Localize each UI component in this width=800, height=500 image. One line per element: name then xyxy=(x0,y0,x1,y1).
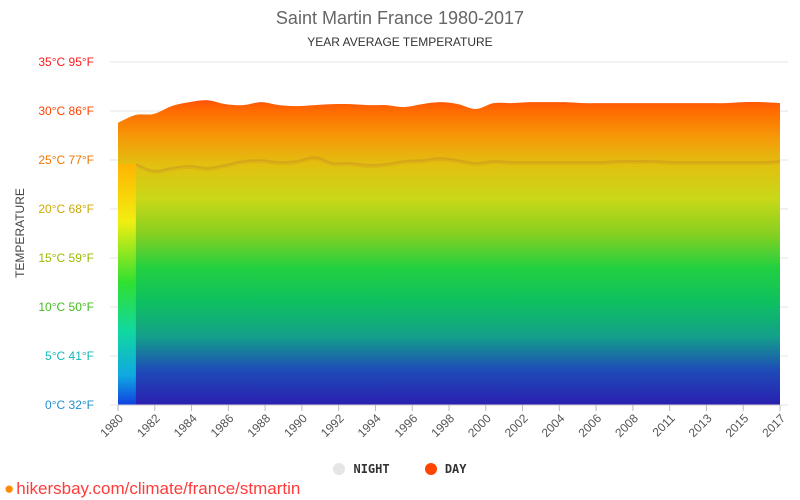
x-tick-label: 1986 xyxy=(208,411,237,440)
y-tick-label: 0°C 32°F xyxy=(45,398,94,412)
y-tick-label: 25°C 77°F xyxy=(38,153,94,167)
x-tick-label: 2004 xyxy=(539,411,568,440)
series-night-band xyxy=(135,157,780,174)
legend: NIGHT DAY xyxy=(0,462,800,478)
x-tick-label: 2015 xyxy=(723,411,752,440)
y-tick-label: 30°C 86°F xyxy=(38,104,94,118)
legend-night-dot xyxy=(333,463,346,475)
series-day-area xyxy=(118,100,780,406)
x-tick-label: 1988 xyxy=(244,411,273,440)
map-pin-icon: ● xyxy=(4,479,15,498)
y-tick-label: 20°C 68°F xyxy=(38,202,94,216)
x-tick-label: 2000 xyxy=(465,411,494,440)
y-tick-label: 5°C 41°F xyxy=(45,349,94,363)
x-tick-label: 1996 xyxy=(392,411,421,440)
legend-item-night[interactable]: NIGHT xyxy=(333,462,390,476)
source-text: hikersbay.com/climate/france/stmartin xyxy=(16,479,301,498)
x-tick-label: 1980 xyxy=(97,411,126,440)
legend-day-dot xyxy=(424,463,437,475)
legend-night-label: NIGHT xyxy=(353,462,390,476)
x-tick-label: 1998 xyxy=(428,411,457,440)
x-tick-label: 2002 xyxy=(502,411,531,440)
series-first-year-bar xyxy=(118,163,136,405)
x-tick-label: 1984 xyxy=(171,411,200,440)
source-link[interactable]: ● hikersbay.com/climate/france/stmartin xyxy=(4,479,300,499)
y-tick-label: 15°C 59°F xyxy=(38,251,94,265)
x-tick-label: 2017 xyxy=(759,411,788,440)
x-tick-label: 1990 xyxy=(281,411,310,440)
x-tick-label: 1992 xyxy=(318,411,347,440)
x-tick-label: 2011 xyxy=(650,411,678,439)
x-tick-label: 2006 xyxy=(575,411,604,440)
legend-day-label: DAY xyxy=(444,462,467,476)
chart-title: Saint Martin France 1980-2017 xyxy=(275,8,525,28)
temperature-chart: 0°C 32°F 5°C 41°F 10°C 50°F 15°C 59°F 20°C 6… xyxy=(38,55,788,440)
data-areas xyxy=(118,100,781,406)
chart-subtitle: YEAR AVERAGE TEMPERATURE xyxy=(307,35,493,49)
x-tick-label: 1982 xyxy=(134,411,163,440)
y-tick-label: 35°C 95°F xyxy=(38,55,94,69)
series-night-line xyxy=(135,156,781,172)
x-tick-label: 2013 xyxy=(686,411,715,440)
x-tick-label: 2008 xyxy=(612,411,641,440)
y-tick-label: 10°C 50°F xyxy=(38,300,94,314)
legend-item-day[interactable]: DAY xyxy=(424,462,467,476)
x-tick-label: 1994 xyxy=(355,411,384,440)
